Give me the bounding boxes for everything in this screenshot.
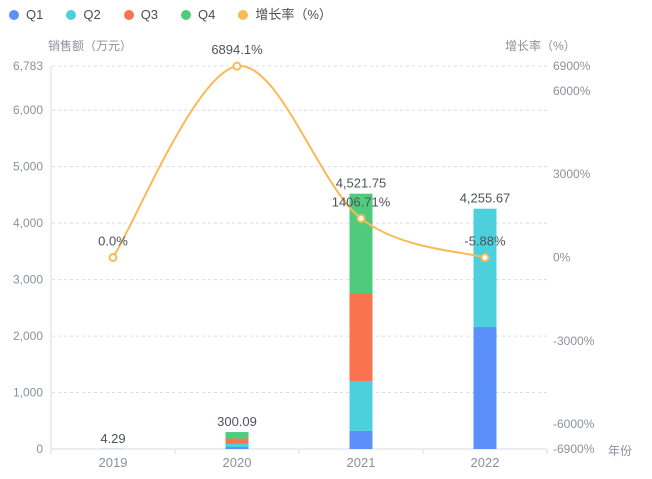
legend-label-q1: Q1 bbox=[26, 7, 44, 22]
bar-segment-q2-2020[interactable] bbox=[225, 443, 249, 448]
line-label-2019: 0.0% bbox=[98, 234, 128, 249]
left-axis-tick-label: 1,000 bbox=[13, 386, 43, 400]
line-label-2022: -5.88% bbox=[464, 234, 506, 249]
right-axis-tick-label: 0% bbox=[553, 251, 571, 265]
legend-label-growth: 增长率（%） bbox=[255, 7, 332, 22]
left-axis-tick-label: 6,783 bbox=[13, 59, 43, 73]
bar-segment-q1-2022[interactable] bbox=[473, 327, 497, 449]
line-label-2021: 1406.71% bbox=[332, 194, 391, 209]
bar-segment-q1-2020[interactable] bbox=[225, 447, 249, 449]
bar-segment-q4-2020[interactable] bbox=[225, 432, 249, 439]
x-axis-tick-label-2022: 2022 bbox=[471, 455, 500, 470]
legend-label-q4: Q4 bbox=[198, 7, 216, 22]
x-axis-title: 年份 bbox=[608, 444, 633, 458]
left-axis-tick-label: 4,000 bbox=[13, 216, 43, 230]
legend-item-q1[interactable]: Q1 bbox=[9, 8, 43, 22]
right-axis-tick-label: 6900% bbox=[553, 59, 591, 73]
bar-total-label-2022: 4,255.67 bbox=[460, 191, 511, 206]
bar-segment-q4-2021[interactable] bbox=[349, 193, 373, 294]
legend-marker-q4-icon bbox=[181, 10, 192, 20]
x-axis-tick-label-2020: 2020 bbox=[223, 455, 252, 470]
bar-segment-q2-2021[interactable] bbox=[349, 380, 373, 431]
left-axis-tick-label: 6,000 bbox=[13, 103, 43, 117]
legend-label-q2: Q2 bbox=[83, 7, 101, 22]
x-axis-tick-label-2021: 2021 bbox=[347, 455, 376, 470]
right-axis-title: 增长率（%） bbox=[505, 39, 576, 53]
legend-marker-q2-icon bbox=[66, 10, 77, 20]
left-axis-tick-label: 2,000 bbox=[13, 329, 43, 343]
bar-total-label-2020: 300.09 bbox=[217, 414, 257, 429]
left-axis-tick-label: 5,000 bbox=[13, 160, 43, 174]
x-axis-tick-label-2019: 2019 bbox=[99, 455, 128, 470]
line-point-2022[interactable] bbox=[480, 253, 490, 263]
chart-legend: Q1 Q2 Q3 Q4 增长率（%） bbox=[9, 8, 332, 22]
left-axis-title: 销售额（万元） bbox=[48, 39, 133, 53]
line-point-2021[interactable] bbox=[356, 213, 366, 223]
line-point-2020[interactable] bbox=[232, 61, 242, 71]
right-axis-tick-label: -6000% bbox=[553, 417, 595, 431]
bar-segment-q3-2021[interactable] bbox=[349, 293, 373, 381]
bar-segment-q1-2021[interactable] bbox=[349, 430, 373, 449]
bar-total-label-2021: 4,521.75 bbox=[336, 176, 387, 191]
legend-item-q3[interactable]: Q3 bbox=[123, 7, 159, 22]
line-point-2019[interactable] bbox=[108, 253, 118, 262]
bar-total-label-2019: 4.29 bbox=[100, 431, 125, 446]
left-axis-tick-label: 3,000 bbox=[13, 273, 43, 287]
legend-marker-growth-icon bbox=[238, 10, 249, 20]
left-axis-tick-label: 0 bbox=[36, 442, 43, 456]
right-axis-tick-label: -3000% bbox=[553, 334, 595, 348]
legend-marker-q1-icon bbox=[9, 10, 19, 20]
bar-segment-q2-2022[interactable] bbox=[473, 208, 497, 328]
line-label-2020: 6894.1% bbox=[211, 42, 263, 57]
right-axis-tick-label: 6000% bbox=[553, 84, 591, 98]
bar-segment-q3-2020[interactable] bbox=[225, 438, 249, 444]
legend-item-q2[interactable]: Q2 bbox=[66, 7, 101, 22]
right-axis-tick-label: 3000% bbox=[553, 167, 591, 181]
legend-label-q3: Q3 bbox=[140, 7, 159, 22]
legend-marker-q3-icon bbox=[123, 10, 134, 20]
legend-item-growth-rate[interactable]: 增长率（%） bbox=[238, 8, 332, 22]
right-axis-tick-label: -6900% bbox=[553, 442, 595, 456]
legend-item-q4[interactable]: Q4 bbox=[181, 8, 215, 22]
growth-rate-line[interactable] bbox=[112, 65, 486, 259]
